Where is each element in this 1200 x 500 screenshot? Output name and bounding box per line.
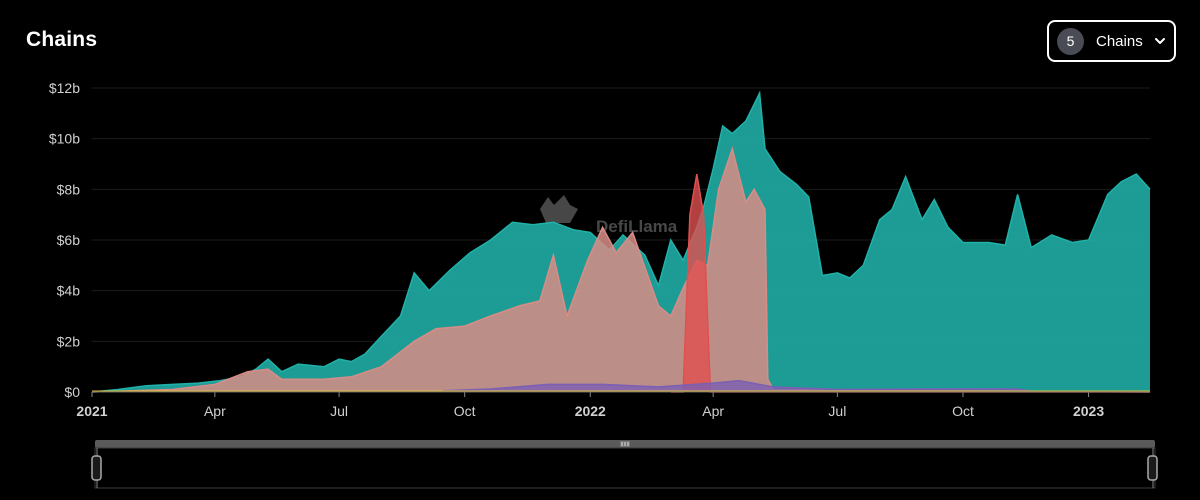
x-tick-label: 2023 (1073, 403, 1104, 419)
slider-right-handle[interactable] (1147, 448, 1158, 488)
y-axis-ticks: $0 $2b $4b $6b $8b $10b $12b (49, 80, 80, 400)
defillama-watermark: DefiLlama (540, 195, 678, 236)
y-tick-label: $0 (64, 384, 80, 400)
y-tick-label: $6b (57, 232, 81, 248)
x-tick-label: Apr (204, 403, 226, 419)
y-tick-label: $2b (57, 333, 81, 349)
series-line (91, 146, 1151, 393)
slider-left-handle[interactable] (91, 448, 102, 488)
chains-selector-label: Chains (1096, 32, 1143, 50)
series-area (92, 93, 1150, 392)
chains-selector-button[interactable]: 5 Chains (1047, 20, 1176, 62)
x-tick-label: 2021 (76, 403, 107, 419)
slider-center-grip[interactable] (620, 441, 630, 447)
y-tick-label: $8b (57, 181, 81, 197)
x-tick-label: Oct (952, 403, 974, 419)
x-tick-label: Apr (702, 403, 724, 419)
series-4 (442, 379, 1150, 392)
watermark-text: DefiLlama (596, 217, 678, 236)
x-tick-label: 2022 (575, 403, 606, 419)
x-tick-label: Oct (454, 403, 476, 419)
page-title: Chains (26, 28, 98, 51)
y-tick-label: $4b (57, 283, 81, 299)
range-slider[interactable] (91, 440, 1158, 489)
x-tick-label: Jul (330, 403, 348, 419)
series-2 (91, 146, 1151, 393)
series-areas (91, 90, 1151, 393)
slider-window (94, 447, 1156, 489)
x-axis-ticks: 2021 Apr Jul Oct 2022 Apr Jul Oct 2023 (76, 391, 1150, 419)
chevron-down-icon (1154, 38, 1165, 44)
series-line (442, 379, 1150, 392)
y-tick-label: $10b (49, 131, 80, 147)
series-area (92, 148, 1150, 392)
llama-logo-icon (540, 195, 578, 223)
chains-count-badge: 5 (1057, 27, 1084, 55)
y-tick-label: $12b (49, 80, 80, 96)
x-tick-label: Jul (828, 403, 846, 419)
